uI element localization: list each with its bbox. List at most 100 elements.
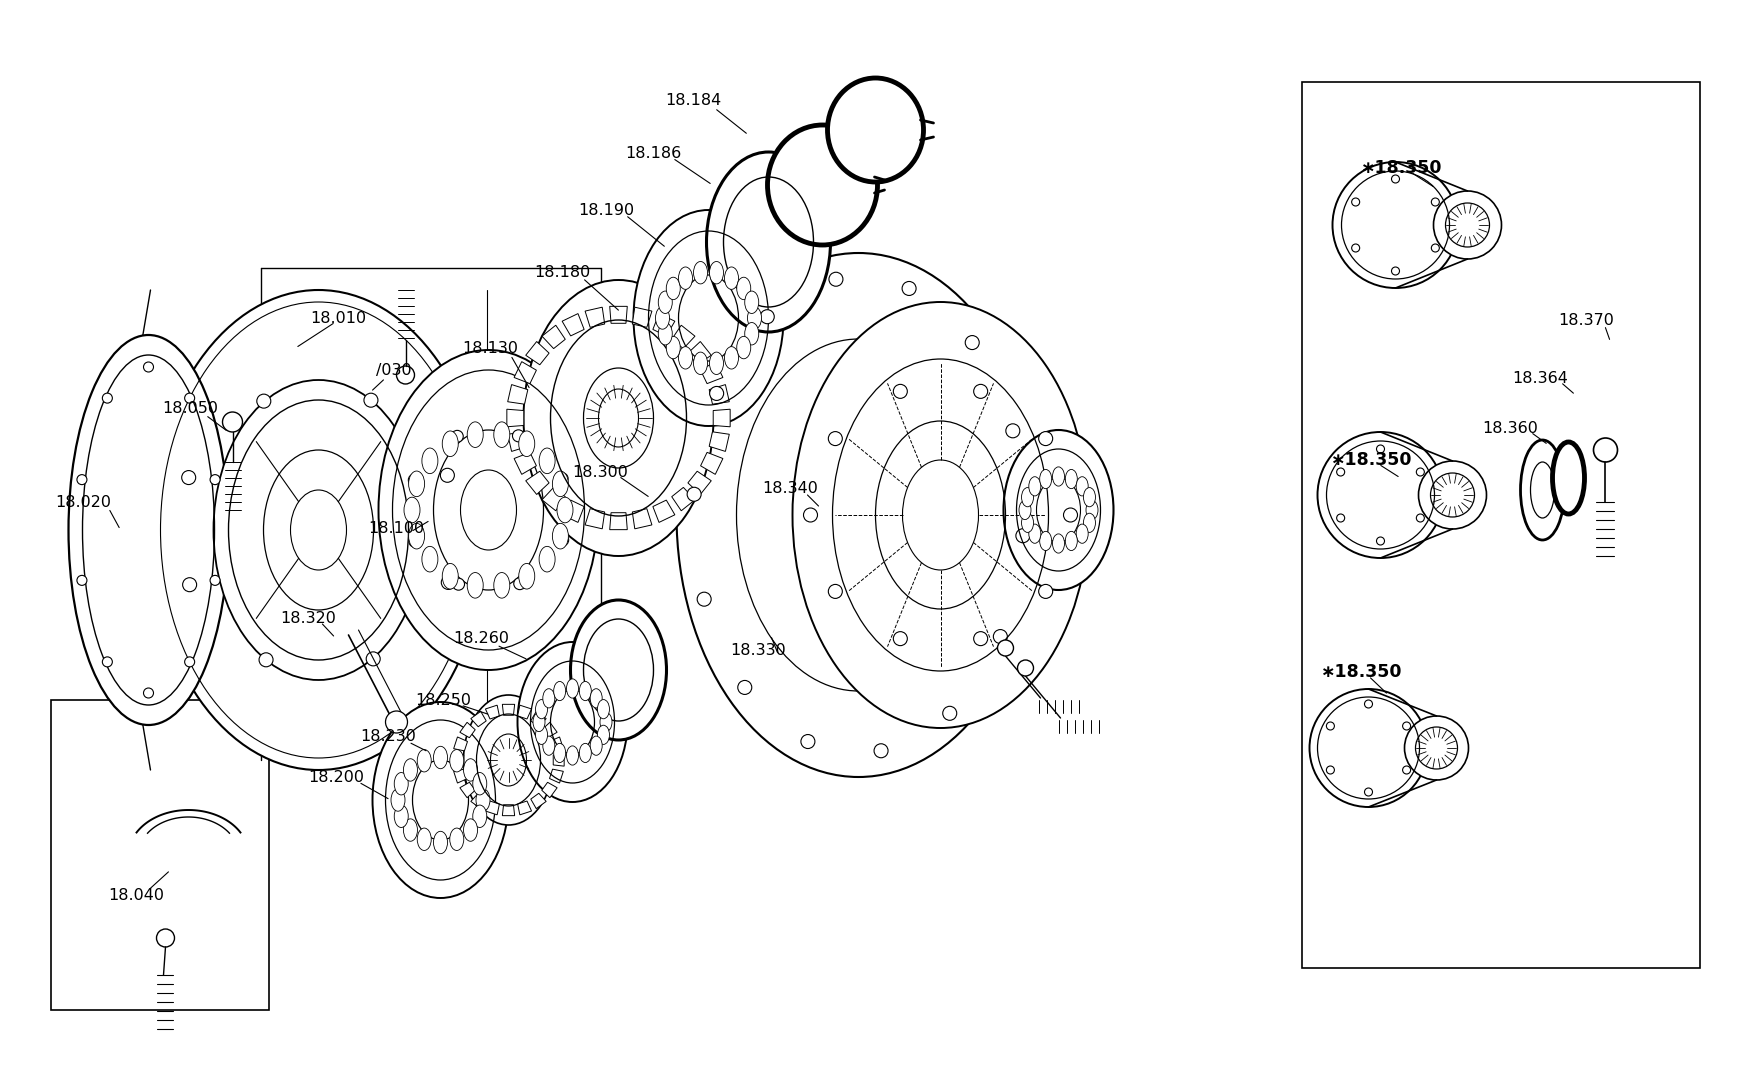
Ellipse shape <box>1083 488 1096 507</box>
Polygon shape <box>516 801 530 815</box>
Polygon shape <box>452 754 464 766</box>
Ellipse shape <box>1363 788 1372 796</box>
Ellipse shape <box>556 473 569 485</box>
Ellipse shape <box>974 631 988 645</box>
Ellipse shape <box>184 393 195 403</box>
Text: 18.370: 18.370 <box>1558 312 1614 327</box>
Ellipse shape <box>873 744 887 758</box>
Ellipse shape <box>452 578 464 591</box>
Polygon shape <box>525 341 550 365</box>
Ellipse shape <box>1019 501 1031 520</box>
Ellipse shape <box>468 422 483 447</box>
Ellipse shape <box>1083 514 1096 533</box>
Ellipse shape <box>421 547 438 572</box>
Ellipse shape <box>379 350 598 670</box>
Text: 18.050: 18.050 <box>162 400 219 415</box>
Polygon shape <box>687 471 711 494</box>
Ellipse shape <box>1551 442 1584 514</box>
Ellipse shape <box>513 430 523 442</box>
Ellipse shape <box>1021 514 1033 533</box>
Ellipse shape <box>1433 192 1501 259</box>
Ellipse shape <box>694 352 708 374</box>
Ellipse shape <box>579 744 591 763</box>
Polygon shape <box>513 362 536 384</box>
Ellipse shape <box>1064 470 1076 489</box>
Polygon shape <box>513 453 536 474</box>
Ellipse shape <box>828 78 923 182</box>
Ellipse shape <box>543 736 555 755</box>
Ellipse shape <box>1403 716 1468 780</box>
Ellipse shape <box>596 700 609 719</box>
Ellipse shape <box>1376 537 1384 545</box>
Ellipse shape <box>590 736 602 755</box>
Ellipse shape <box>409 474 421 486</box>
Polygon shape <box>503 704 515 715</box>
Ellipse shape <box>657 322 671 345</box>
Ellipse shape <box>391 789 405 811</box>
Ellipse shape <box>1309 689 1426 807</box>
Ellipse shape <box>1391 175 1398 183</box>
Ellipse shape <box>828 584 842 598</box>
Ellipse shape <box>396 366 414 384</box>
Ellipse shape <box>450 430 463 442</box>
Polygon shape <box>530 793 546 809</box>
Polygon shape <box>485 801 499 815</box>
Ellipse shape <box>694 261 708 284</box>
Polygon shape <box>631 307 652 327</box>
Polygon shape <box>525 471 550 494</box>
Ellipse shape <box>103 657 113 667</box>
Ellipse shape <box>1376 445 1384 453</box>
Polygon shape <box>710 432 729 452</box>
Ellipse shape <box>1402 722 1410 730</box>
Polygon shape <box>508 384 527 404</box>
Text: 18.250: 18.250 <box>416 692 471 707</box>
Ellipse shape <box>710 261 723 284</box>
Polygon shape <box>652 500 675 522</box>
Polygon shape <box>130 410 150 649</box>
Ellipse shape <box>744 322 758 345</box>
Ellipse shape <box>539 448 555 474</box>
Ellipse shape <box>1021 488 1033 507</box>
Ellipse shape <box>993 629 1007 643</box>
Ellipse shape <box>157 929 174 947</box>
Polygon shape <box>562 500 584 522</box>
Ellipse shape <box>657 291 671 314</box>
Ellipse shape <box>214 380 423 681</box>
Ellipse shape <box>678 347 692 369</box>
Ellipse shape <box>791 302 1089 728</box>
Ellipse shape <box>1351 244 1358 253</box>
Ellipse shape <box>1052 534 1064 553</box>
Ellipse shape <box>143 688 153 698</box>
Polygon shape <box>459 782 475 798</box>
Ellipse shape <box>678 266 692 289</box>
Polygon shape <box>454 737 468 751</box>
Polygon shape <box>631 508 652 529</box>
Ellipse shape <box>494 572 510 598</box>
Ellipse shape <box>403 498 419 523</box>
Ellipse shape <box>553 744 565 763</box>
Polygon shape <box>701 453 722 474</box>
Ellipse shape <box>710 386 723 400</box>
Ellipse shape <box>1005 424 1019 438</box>
Ellipse shape <box>553 682 565 701</box>
Ellipse shape <box>1085 501 1097 520</box>
Ellipse shape <box>736 336 750 358</box>
Polygon shape <box>543 325 565 349</box>
Polygon shape <box>687 341 711 365</box>
Ellipse shape <box>1063 508 1076 522</box>
Ellipse shape <box>1075 524 1087 544</box>
Ellipse shape <box>687 487 701 501</box>
Ellipse shape <box>395 773 409 795</box>
Polygon shape <box>671 325 694 349</box>
Ellipse shape <box>666 277 680 300</box>
Ellipse shape <box>556 498 572 523</box>
Ellipse shape <box>1351 198 1358 207</box>
Ellipse shape <box>1017 660 1033 676</box>
Polygon shape <box>562 314 584 336</box>
Polygon shape <box>485 705 499 719</box>
Ellipse shape <box>1016 529 1029 542</box>
Ellipse shape <box>556 534 569 546</box>
Ellipse shape <box>1028 477 1040 495</box>
Ellipse shape <box>181 471 195 485</box>
Ellipse shape <box>579 682 591 701</box>
